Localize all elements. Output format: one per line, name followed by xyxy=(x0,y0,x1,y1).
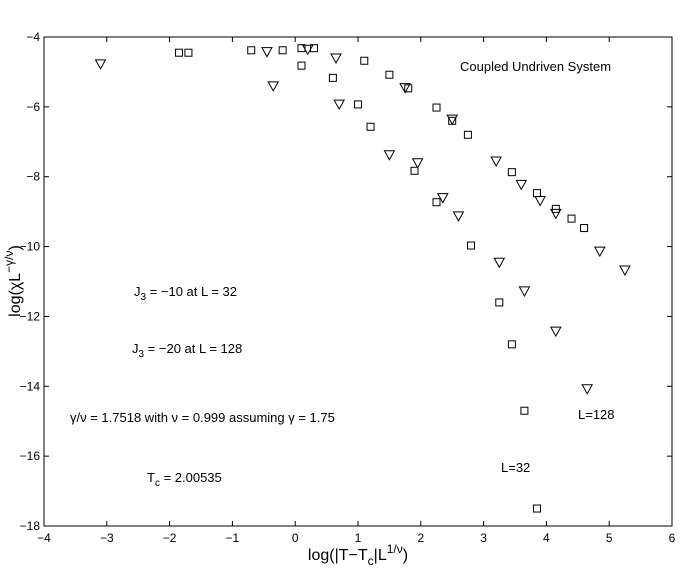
annotation-j3-128: J3 = −20 at L = 128 xyxy=(132,341,242,360)
triangle-marker xyxy=(330,53,342,64)
triangle-marker xyxy=(399,83,411,94)
y-tick-label: −16 xyxy=(20,449,41,463)
y-tick-label: −10 xyxy=(20,240,41,254)
square-marker xyxy=(520,406,529,415)
annotation-tc: Tc = 2.00535 xyxy=(147,470,222,489)
square-marker xyxy=(532,504,541,513)
x-tick-label: −2 xyxy=(163,531,177,545)
square-marker xyxy=(507,168,516,177)
square-marker xyxy=(247,46,256,55)
x-tick-label: 1 xyxy=(355,531,362,545)
x-tick-label: 3 xyxy=(480,531,487,545)
triangle-marker xyxy=(493,257,506,269)
x-tick-label: 4 xyxy=(543,531,550,545)
square-marker xyxy=(580,224,589,233)
y-tick-label: −6 xyxy=(26,100,40,114)
square-marker xyxy=(410,166,419,175)
square-marker xyxy=(385,70,394,79)
square-marker xyxy=(551,204,560,213)
x-tick-label: −1 xyxy=(226,531,240,545)
square-marker xyxy=(328,73,337,82)
triangle-marker xyxy=(549,208,562,220)
axis-ticks: −4 −3 −2 −1 0 1 2 3 4 5 6−18−16−14−12−10−8−6−4 xyxy=(20,30,676,545)
triangle-marker xyxy=(593,246,606,258)
label-l32: L=32 xyxy=(501,460,530,475)
x-axis-label: log(|T−Tc|L1/ν) xyxy=(308,542,408,568)
triangle-marker xyxy=(490,156,503,168)
x-tick-label: −3 xyxy=(100,531,114,545)
triangle-marker xyxy=(619,265,631,277)
square-marker xyxy=(310,44,319,53)
triangle-marker xyxy=(436,193,449,204)
x-tick-label: −4 xyxy=(37,531,51,545)
triangle-marker xyxy=(549,326,562,338)
square-marker xyxy=(404,84,413,93)
triangle-marker xyxy=(515,179,528,191)
triangle-marker xyxy=(94,59,107,70)
square-marker xyxy=(432,103,441,112)
square-marker xyxy=(175,48,184,57)
triangle-marker xyxy=(333,99,346,111)
triangle-marker xyxy=(261,47,273,58)
square-marker xyxy=(297,61,306,70)
square-marker xyxy=(507,340,516,349)
annotation-system: Coupled Undriven System xyxy=(460,59,611,74)
triangle-marker xyxy=(518,286,531,297)
y-axis-label: log(χL−γ/ν) xyxy=(2,245,24,317)
plot-area xyxy=(43,36,673,527)
y-tick-label: −8 xyxy=(26,170,40,184)
triangle-marker xyxy=(301,44,314,56)
triangle-marker xyxy=(267,81,280,92)
square-marker xyxy=(360,56,369,65)
data-points xyxy=(94,44,631,513)
triangle-marker xyxy=(383,150,396,161)
annotation-j3-32: J3 = −10 at L = 32 xyxy=(134,284,237,303)
triangle-marker xyxy=(534,195,546,207)
triangle-marker xyxy=(581,384,594,395)
y-tick-label: −12 xyxy=(20,309,41,323)
square-marker xyxy=(467,241,476,250)
annotation-gamma: γ/ν = 1.7518 with ν = 0.999 assuming γ =… xyxy=(70,410,335,425)
square-marker xyxy=(278,46,287,55)
square-marker xyxy=(463,130,472,139)
x-tick-label: 6 xyxy=(669,531,676,545)
label-l128: L=128 xyxy=(578,407,615,422)
triangle-marker xyxy=(411,158,424,169)
square-marker xyxy=(297,44,306,53)
triangle-marker xyxy=(446,114,459,126)
square-marker xyxy=(366,122,375,131)
x-tick-label: 2 xyxy=(417,531,424,545)
y-tick-label: −14 xyxy=(20,379,41,393)
square-marker xyxy=(432,198,441,207)
y-tick-label: −18 xyxy=(20,519,41,533)
square-marker xyxy=(354,100,362,109)
triangle-marker xyxy=(452,211,465,222)
y-tick-label: −4 xyxy=(26,30,40,44)
square-marker xyxy=(184,48,193,57)
square-marker xyxy=(567,214,576,223)
square-marker xyxy=(495,298,504,307)
x-tick-label: 5 xyxy=(606,531,613,545)
x-tick-label: 0 xyxy=(292,531,299,545)
